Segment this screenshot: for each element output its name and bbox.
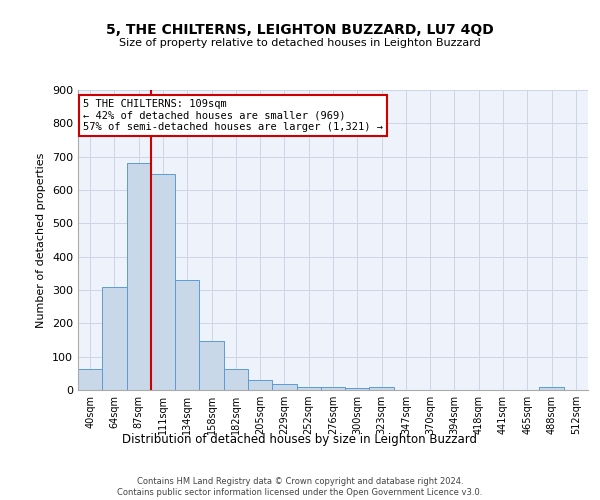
Bar	[539, 388, 564, 390]
Text: 5, THE CHILTERNS, LEIGHTON BUZZARD, LU7 4QD: 5, THE CHILTERNS, LEIGHTON BUZZARD, LU7 …	[106, 22, 494, 36]
Text: 5 THE CHILTERNS: 109sqm
← 42% of detached houses are smaller (969)
57% of semi-d: 5 THE CHILTERNS: 109sqm ← 42% of detache…	[83, 99, 383, 132]
Text: Size of property relative to detached houses in Leighton Buzzard: Size of property relative to detached ho…	[119, 38, 481, 48]
Bar	[151, 174, 175, 390]
Bar	[102, 286, 127, 390]
Bar	[224, 370, 248, 390]
Text: Distribution of detached houses by size in Leighton Buzzard: Distribution of detached houses by size …	[122, 432, 478, 446]
Y-axis label: Number of detached properties: Number of detached properties	[37, 152, 46, 328]
Text: Contains HM Land Registry data © Crown copyright and database right 2024.
Contai: Contains HM Land Registry data © Crown c…	[118, 478, 482, 497]
Bar	[248, 380, 272, 390]
Bar	[272, 384, 296, 390]
Bar	[296, 386, 321, 390]
Bar	[370, 388, 394, 390]
Bar	[321, 388, 345, 390]
Bar	[127, 164, 151, 390]
Bar	[78, 370, 102, 390]
Bar	[175, 280, 199, 390]
Bar	[199, 340, 224, 390]
Bar	[345, 388, 370, 390]
